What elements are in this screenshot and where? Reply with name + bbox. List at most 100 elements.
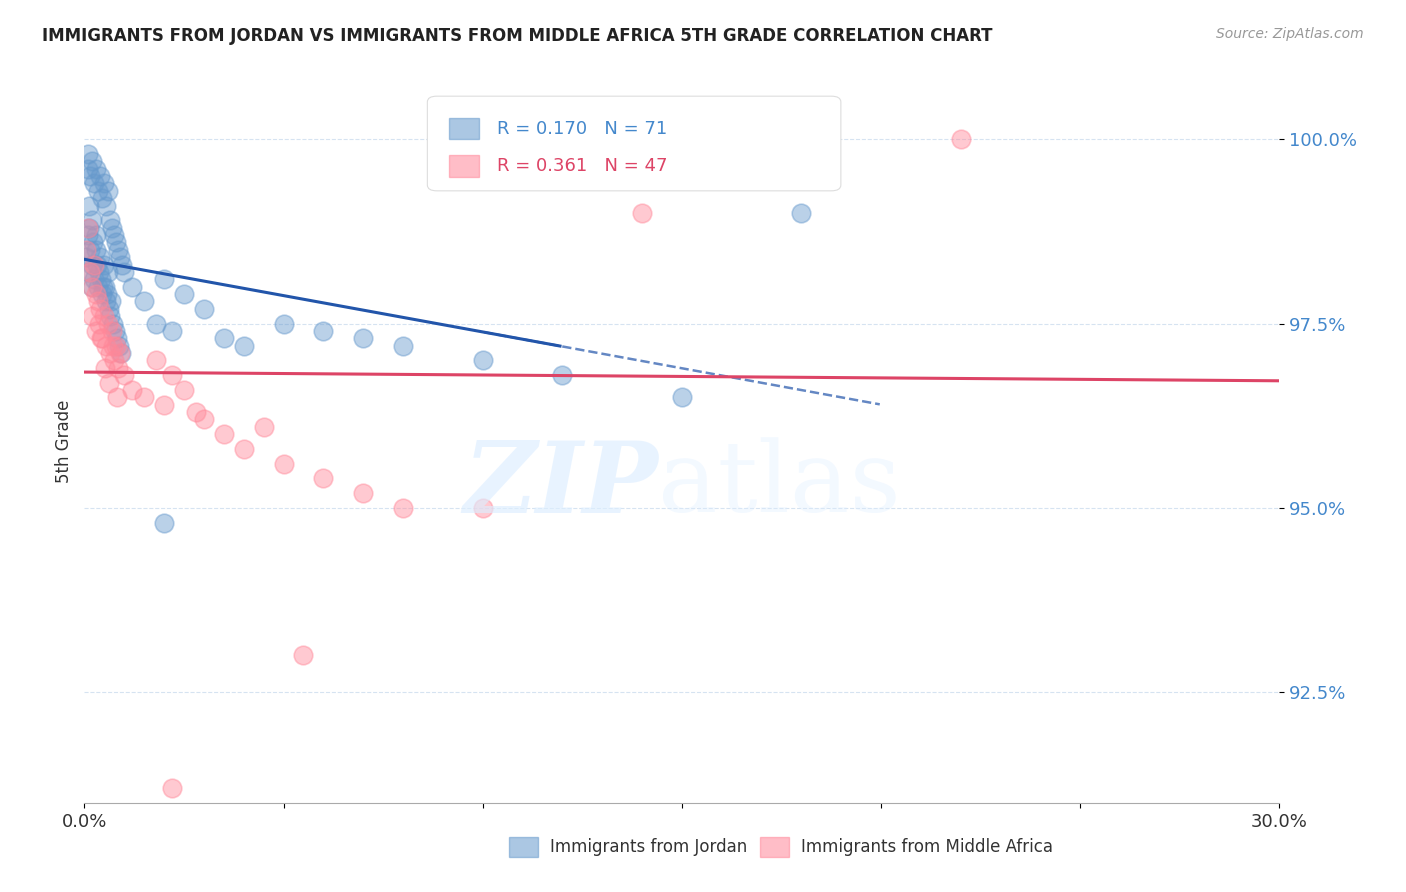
Point: [84, 228, 107, 243]
Point: [83, 177, 105, 191]
Point: [145, 353, 167, 368]
Y-axis label: 5th Grade: 5th Grade: [55, 400, 73, 483]
Point: [212, 331, 235, 345]
Point: [89, 301, 111, 316]
Point: [107, 360, 129, 375]
Point: [94, 279, 117, 293]
Text: Source: ZipAtlas.com: Source: ZipAtlas.com: [1216, 27, 1364, 41]
Text: Immigrants from Jordan: Immigrants from Jordan: [551, 838, 748, 855]
Point: [91, 287, 114, 301]
Point: [193, 412, 215, 426]
Point: [184, 405, 207, 419]
Point: [392, 339, 415, 353]
Point: [110, 346, 132, 360]
Point: [79, 243, 101, 257]
Point: [104, 324, 127, 338]
Point: [89, 250, 111, 264]
Point: [77, 220, 100, 235]
Point: [82, 235, 104, 250]
Point: [273, 317, 295, 331]
Point: [96, 287, 118, 301]
Point: [153, 272, 176, 286]
Point: [98, 376, 121, 390]
Point: [352, 486, 374, 500]
Point: [111, 258, 134, 272]
Point: [631, 206, 654, 220]
Point: [273, 457, 295, 471]
Point: [132, 294, 156, 309]
Point: [101, 339, 124, 353]
Text: ZIP: ZIP: [463, 437, 658, 533]
Point: [153, 398, 176, 412]
Point: [93, 309, 115, 323]
Point: [94, 360, 117, 375]
Point: [86, 161, 108, 176]
Point: [82, 279, 104, 293]
Point: [160, 324, 183, 338]
Point: [86, 243, 108, 257]
Point: [312, 324, 335, 338]
Point: [90, 272, 112, 286]
Point: [80, 279, 103, 293]
Point: [87, 279, 110, 293]
Point: [83, 272, 105, 286]
Bar: [449, 155, 479, 177]
Point: [212, 427, 235, 442]
Point: [77, 220, 100, 235]
Point: [86, 258, 108, 272]
Point: [80, 213, 103, 227]
Point: [121, 279, 143, 293]
Point: [76, 147, 98, 161]
Point: [83, 258, 105, 272]
Point: [232, 442, 254, 456]
Bar: [759, 837, 790, 857]
Point: [160, 780, 183, 795]
Point: [98, 346, 121, 360]
Point: [87, 294, 110, 309]
Point: [105, 331, 128, 345]
Point: [80, 309, 103, 323]
Point: [790, 206, 813, 220]
Point: [89, 265, 111, 279]
Point: [103, 353, 125, 368]
Point: [84, 324, 107, 338]
Point: [98, 301, 121, 316]
Point: [105, 235, 128, 250]
Point: [101, 324, 124, 338]
Bar: [509, 837, 538, 857]
Point: [105, 339, 128, 353]
Point: [101, 220, 124, 235]
Point: [471, 353, 494, 368]
Point: [551, 368, 574, 383]
Point: [160, 368, 183, 383]
Point: [86, 287, 108, 301]
Point: [110, 346, 132, 360]
Point: [145, 317, 167, 331]
Point: [93, 258, 115, 272]
Point: [100, 294, 122, 309]
Point: [97, 317, 120, 331]
FancyBboxPatch shape: [427, 96, 841, 191]
Point: [87, 184, 110, 198]
Point: [82, 154, 104, 169]
Point: [112, 368, 135, 383]
Bar: [449, 118, 479, 139]
Point: [77, 161, 100, 176]
Point: [471, 500, 494, 515]
Point: [292, 648, 315, 663]
Point: [82, 258, 104, 272]
Point: [97, 184, 120, 198]
Point: [90, 331, 112, 345]
Point: [232, 339, 254, 353]
Point: [75, 243, 97, 257]
Point: [671, 390, 693, 404]
Point: [91, 331, 114, 345]
Text: atlas: atlas: [658, 437, 901, 533]
Point: [93, 177, 115, 191]
Point: [101, 317, 124, 331]
Point: [76, 265, 98, 279]
Point: [75, 250, 97, 264]
Point: [89, 169, 111, 183]
Point: [77, 228, 100, 243]
Point: [173, 383, 195, 397]
